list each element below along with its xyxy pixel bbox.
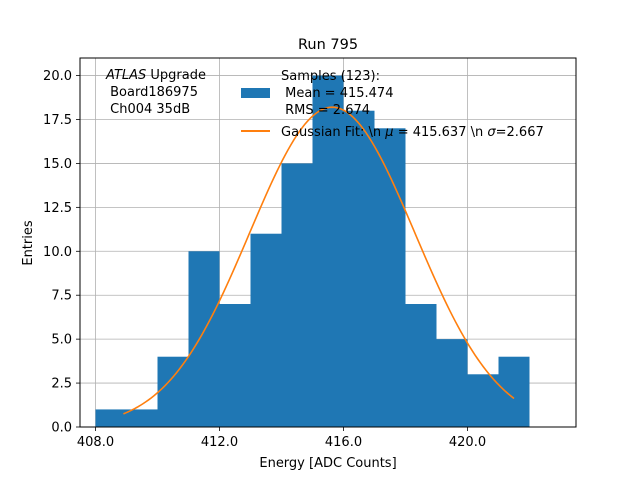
gaussian-fit-layer: [123, 106, 515, 415]
histogram-bar: [436, 339, 468, 427]
legend-fit-label: Gaussian Fit: \n μ = 415.637 \n σ=2.667: [281, 125, 544, 140]
histogram-bar: [467, 374, 499, 427]
histogram-bar: [188, 251, 220, 427]
legend-samples-line1: Samples (123):: [281, 69, 380, 84]
legend: Samples (123): Mean = 415.474 RMS = 2.67…: [241, 69, 544, 140]
x-tick-label: 420.0: [449, 435, 486, 450]
histogram-bars: [95, 75, 530, 428]
y-tick-label: 2.5: [51, 377, 72, 392]
chart-title: Run 795: [298, 37, 358, 53]
x-tick-label: 412.0: [201, 435, 238, 450]
plot-frame: [79, 57, 577, 428]
y-tick-label: 20.0: [43, 69, 72, 84]
y-tick-label: 10.0: [43, 245, 72, 260]
histogram-bar: [498, 356, 530, 427]
histogram-bar: [219, 304, 251, 427]
y-tick-label: 7.5: [51, 289, 72, 304]
atlas-upgrade: Upgrade: [146, 68, 206, 83]
legend-samples-rms: RMS = 2.674: [281, 103, 370, 118]
histogram-bar: [157, 356, 189, 427]
atlas-italic: ATLAS: [105, 68, 146, 83]
y-axis-label: Entries: [21, 220, 36, 266]
legend-samples-mean: Mean = 415.474: [281, 86, 393, 101]
y-tick-label: 5.0: [51, 333, 72, 348]
histogram-bar: [95, 409, 158, 427]
y-tick-label: 17.5: [43, 113, 72, 128]
legend-histogram-patch: [241, 88, 270, 98]
axis-ticks: 408.0 412.0 416.0 420.0 0.0 2.5 5.0 7.5 10.0 12.5…: [43, 69, 486, 450]
histogram-bar: [281, 163, 313, 427]
y-tick-label: 0.0: [51, 421, 72, 436]
histogram-bar: [312, 75, 344, 428]
board-label: Board186975: [106, 85, 198, 100]
channel-label: Ch004 35dB: [106, 102, 190, 117]
sigma-symbol: σ: [487, 125, 496, 140]
mu-symbol: μ: [384, 125, 393, 140]
histogram-bar: [250, 233, 282, 427]
x-tick-label: 416.0: [325, 435, 362, 450]
x-tick-label: 408.0: [77, 435, 114, 450]
atlas-label: ATLAS Upgrade: [105, 68, 206, 83]
histogram-bar: [405, 304, 437, 427]
y-tick-label: 12.5: [43, 201, 72, 216]
histogram-bar: [374, 128, 406, 428]
histogram-bar: [343, 110, 375, 427]
y-tick-label: 15.0: [43, 157, 72, 172]
x-axis-label: Energy [ADC Counts]: [259, 456, 396, 471]
gaussian-fit-curve: [123, 106, 515, 415]
